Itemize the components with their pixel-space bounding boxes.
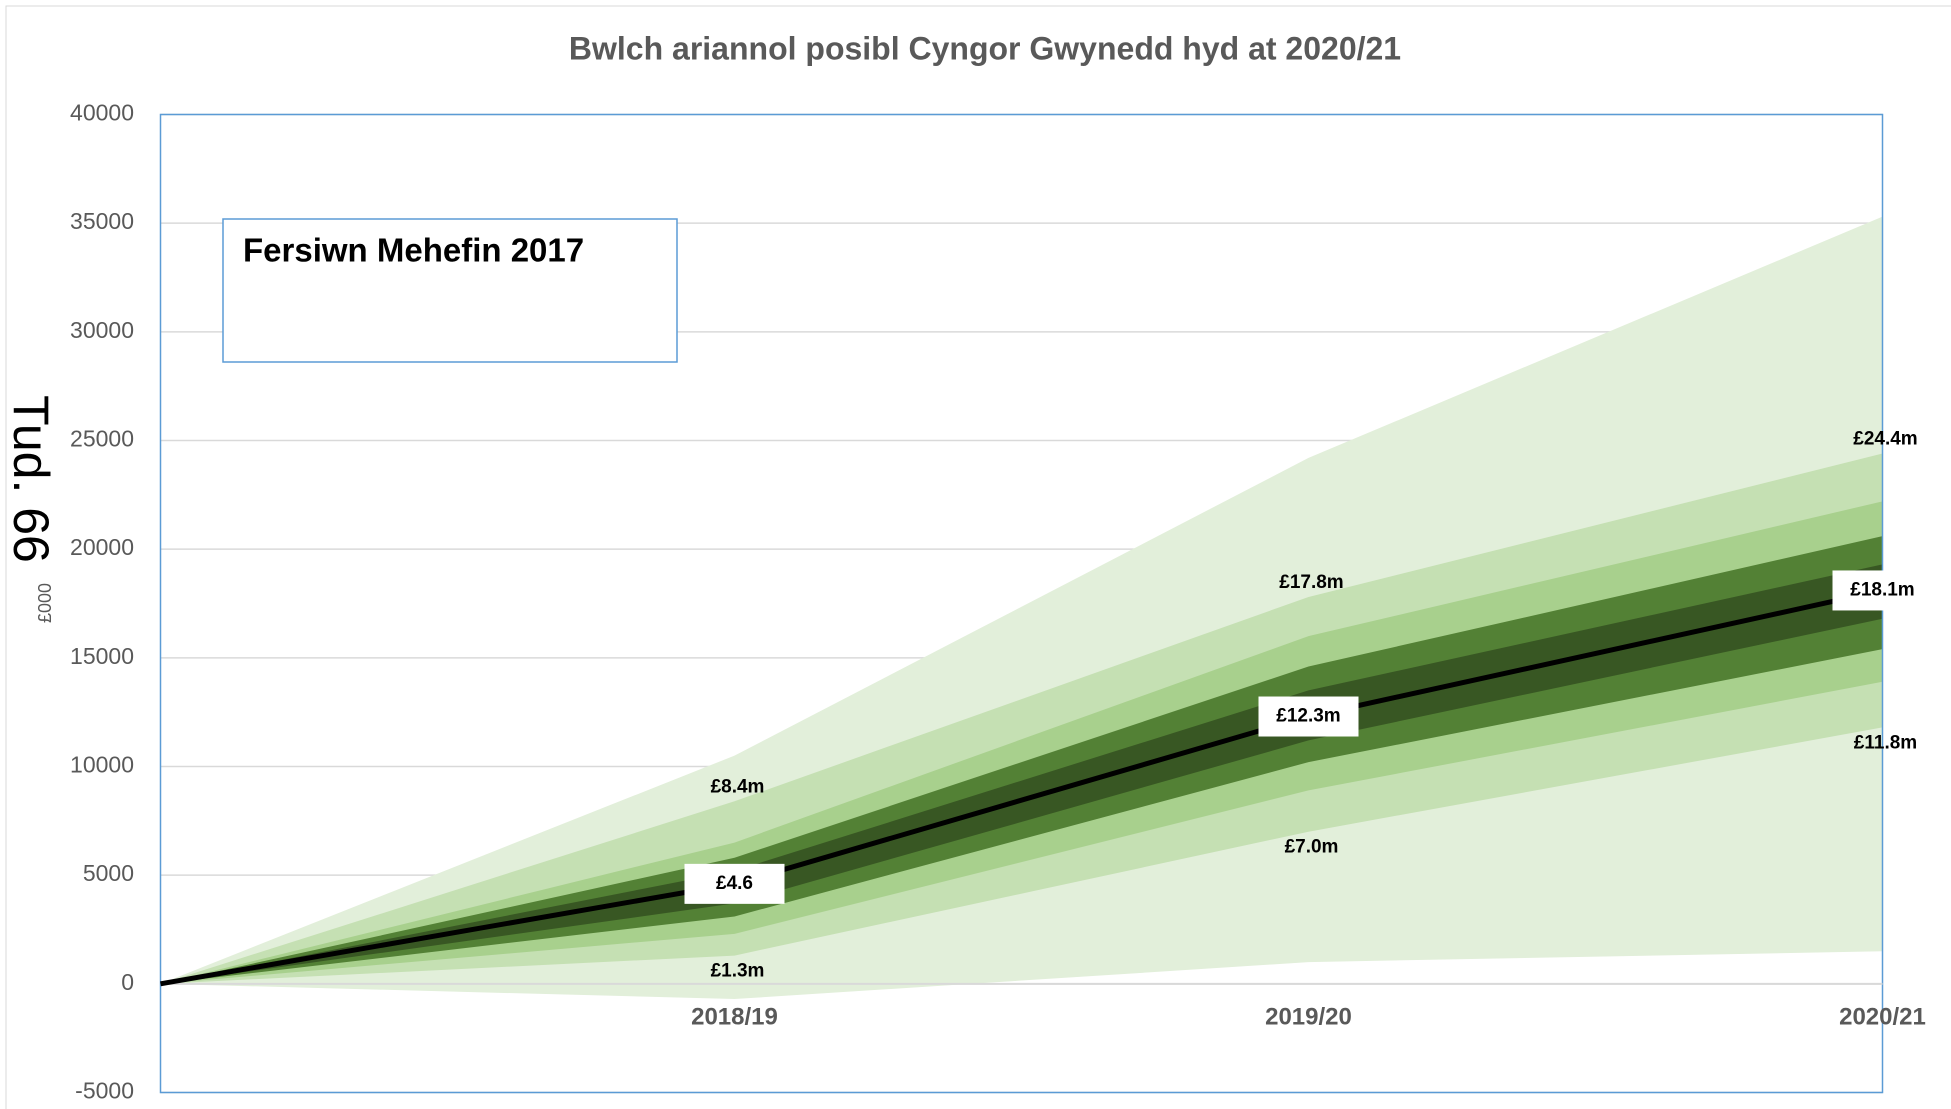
data-label: £12.3m (1276, 706, 1340, 727)
y-tick-label: 40000 (70, 100, 134, 126)
chart-title: Bwlch ariannol posibl Cyngor Gwynedd hyd… (569, 30, 1401, 66)
y-tick-label: 30000 (70, 317, 134, 343)
fan-band (160, 501, 1883, 984)
data-label: £8.4m (711, 776, 765, 797)
data-label: £24.4m (1853, 429, 1917, 450)
y-axis-label: £000 (35, 583, 55, 623)
x-tick-label: 2020/21 (1839, 1003, 1926, 1030)
data-label-box (684, 863, 785, 904)
page-stamp: Tud. 66 (3, 395, 59, 563)
y-tick-label: 35000 (70, 208, 134, 234)
data-label: £11.8m (1854, 732, 1917, 753)
data-label: £1.3m (711, 961, 765, 982)
x-tick-label: 2018/19 (691, 1003, 778, 1030)
annotation: Fersiwn Mehefin 2017 (243, 232, 584, 269)
y-tick-label: 20000 (70, 534, 134, 560)
data-label-box (1832, 570, 1933, 611)
data-label: £7.0m (1285, 837, 1339, 858)
data-label: £4.6 (716, 873, 753, 894)
y-tick-label: 5000 (83, 860, 134, 886)
chart-frame (5, 5, 1951, 1109)
fan-band (160, 536, 1883, 984)
y-tick-label: 10000 (70, 752, 134, 778)
fan-band (160, 453, 1883, 984)
x-tick-label: 2019/20 (1265, 1003, 1352, 1030)
central-line (160, 588, 1884, 987)
y-tick-label: 25000 (70, 426, 134, 452)
y-tick-label: 15000 (70, 643, 134, 669)
y-tick-label: -5000 (75, 1078, 134, 1104)
plot-area (160, 113, 1883, 1094)
data-label-box (1258, 696, 1359, 737)
data-label: £18.1m (1850, 579, 1914, 600)
data-label: £17.8m (1279, 572, 1343, 593)
y-tick-label: 0 (121, 969, 134, 995)
fan-band (160, 564, 1883, 984)
annotation-box (222, 218, 678, 363)
